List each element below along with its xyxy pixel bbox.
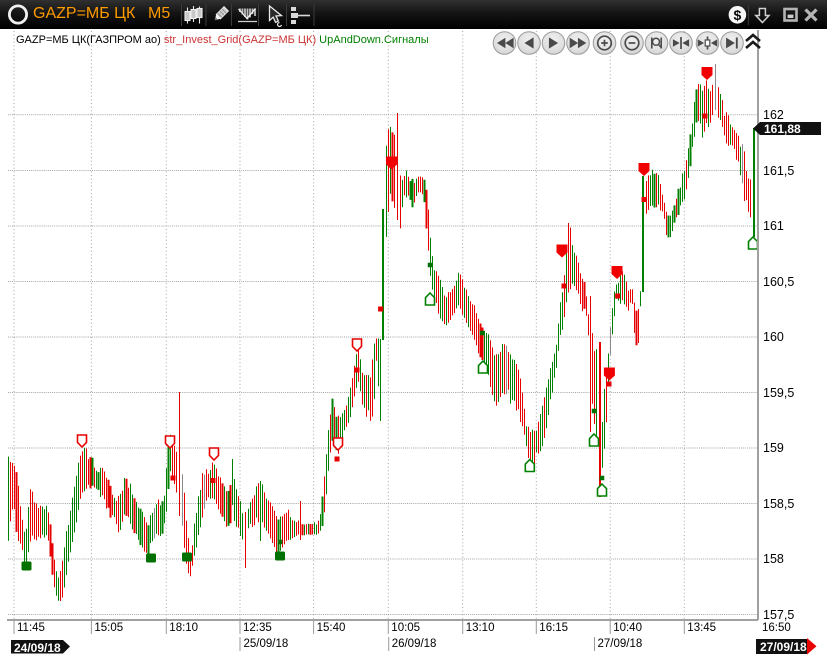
svg-text:$: $ [734, 7, 742, 23]
